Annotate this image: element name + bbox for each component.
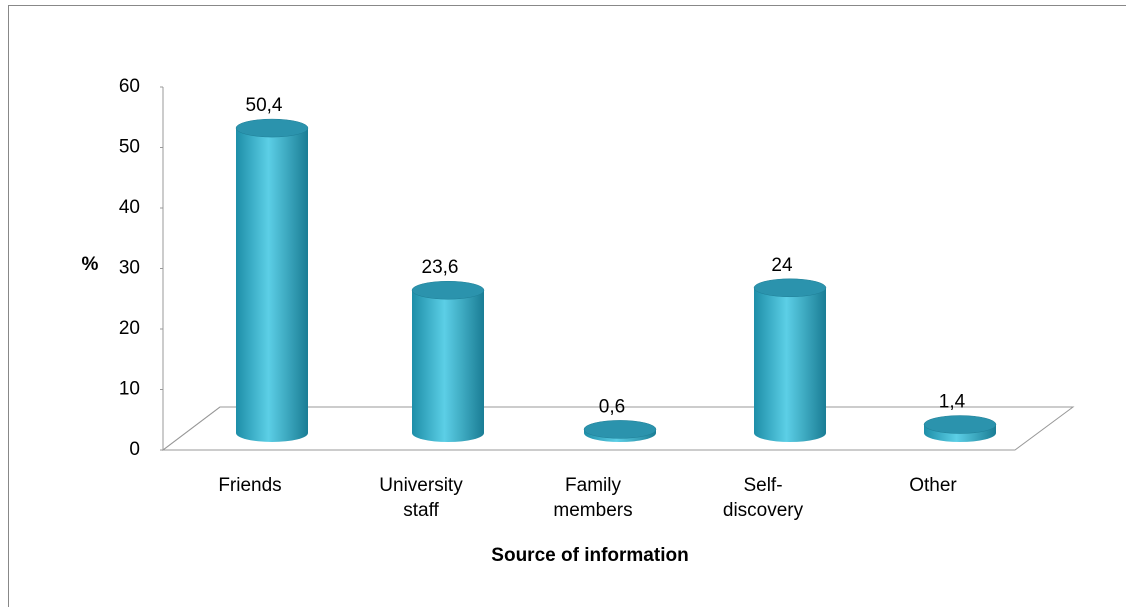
floor xyxy=(161,406,1075,451)
y-tick-label: 40 xyxy=(119,197,140,218)
y-axis xyxy=(162,87,221,452)
value-label: 1,4 xyxy=(939,392,966,413)
bar-top xyxy=(411,280,485,300)
chart-border xyxy=(8,5,1126,607)
value-label: 0,6 xyxy=(599,396,625,417)
x-tick-label: University staff xyxy=(379,475,463,521)
y-tick-label: 20 xyxy=(119,318,140,339)
x-tick-label: Self-discovery xyxy=(722,475,804,521)
x-tick-label: Friends xyxy=(218,475,282,496)
x-tick-label: Other xyxy=(909,475,957,496)
y-tick-label: 30 xyxy=(119,258,140,279)
bar-top xyxy=(753,278,827,298)
value-label: 24 xyxy=(771,255,793,276)
bar xyxy=(236,128,308,442)
x-axis-title: Source of information xyxy=(491,545,688,566)
x-tick-label: Family members xyxy=(553,475,633,521)
y-tick-label: 60 xyxy=(119,76,140,97)
y-tick-label: 10 xyxy=(119,379,140,400)
y-axis-label: % xyxy=(82,254,99,275)
y-tick-label: 50 xyxy=(119,137,140,158)
bar-top xyxy=(923,415,997,434)
value-label: 50,4 xyxy=(246,95,283,116)
bar-top xyxy=(235,118,309,138)
value-label: 23,6 xyxy=(422,257,459,278)
bar-top xyxy=(583,420,657,439)
bar xyxy=(754,287,826,442)
y-tick-label: 0 xyxy=(129,439,140,460)
bar xyxy=(412,290,484,442)
